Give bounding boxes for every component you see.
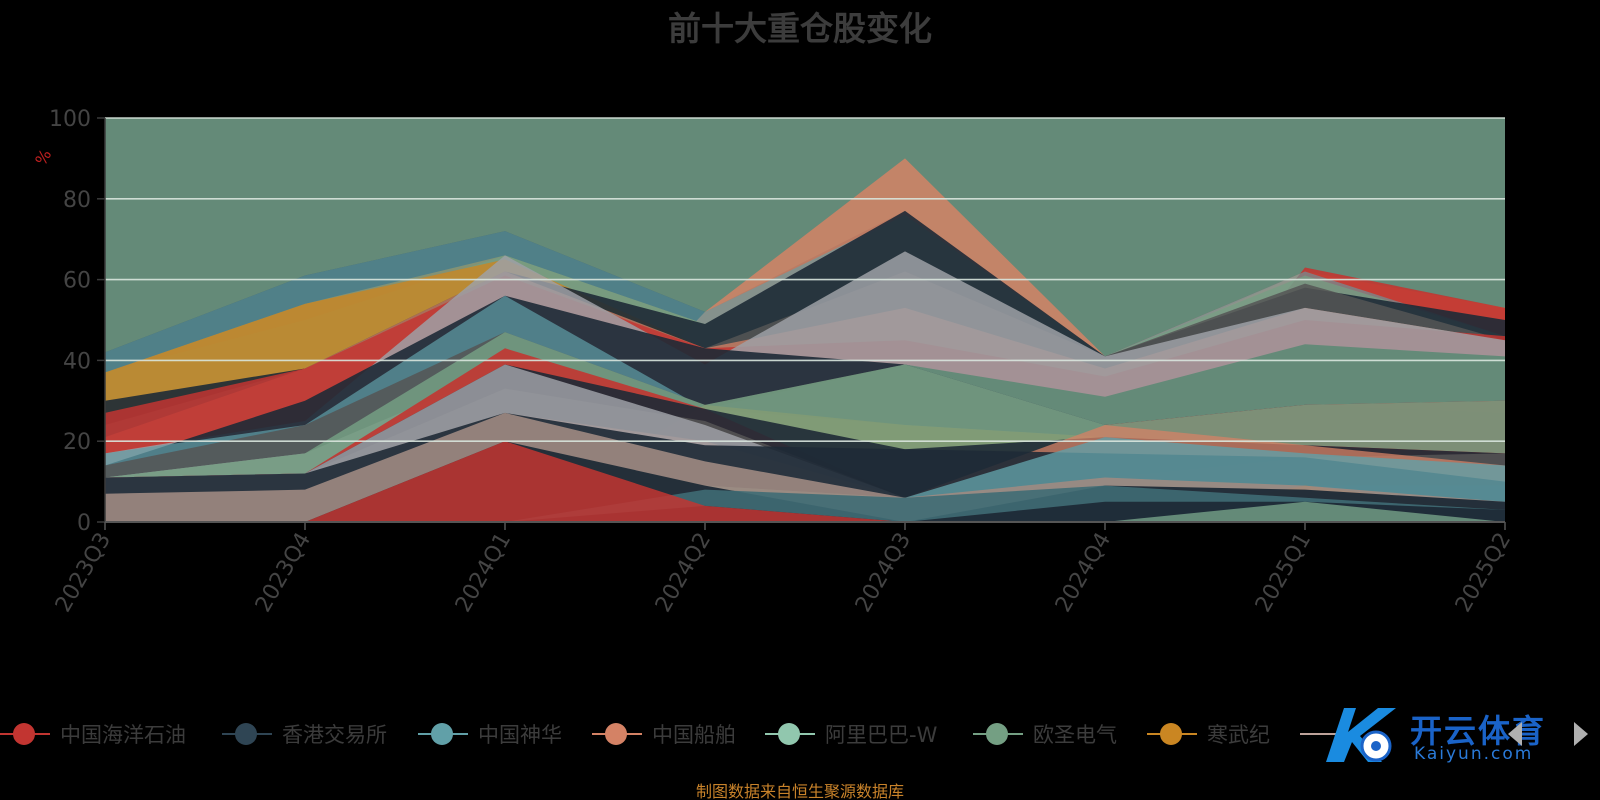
watermark-k-icon [1326, 708, 1396, 762]
legend-label: 寒武纪 [1207, 723, 1270, 747]
y-tick-label-40: 40 [63, 349, 91, 374]
legend-marker-icon [1300, 716, 1350, 752]
legend-item[interactable]: 欧圣电气 [973, 716, 1117, 752]
x-tick-label-2024Q4: 2024Q4 [1051, 529, 1116, 617]
y-tick-label-80: 80 [63, 188, 91, 213]
y-axis-label: % [31, 146, 55, 169]
x-tick-label-2025Q1: 2025Q1 [1251, 529, 1316, 617]
legend-label: 欧圣电气 [1033, 723, 1117, 747]
legend-marker-icon [418, 716, 468, 752]
legend-marker-icon [592, 716, 642, 752]
legend-marker-icon [222, 716, 272, 752]
y-tick-label-100: 100 [49, 107, 91, 132]
x-tick-label-2023Q4: 2023Q4 [251, 529, 316, 617]
y-tick-label-0: 0 [77, 511, 91, 536]
legend-item[interactable]: 中国海洋石油 [0, 716, 186, 752]
area-layer-34 [105, 441, 1505, 522]
legend-label: 中国船舶 [652, 723, 736, 747]
legend-marker-icon [973, 716, 1023, 752]
legend-item[interactable]: 阿里巴巴-W [765, 716, 937, 752]
watermark-logo: 开云体育 Kaiyun.com [1316, 700, 1600, 772]
legend-item[interactable]: 中国船舶 [592, 716, 736, 752]
legend-marker-icon [765, 716, 815, 752]
x-tick-label-2025Q2: 2025Q2 [1451, 529, 1516, 617]
x-tick-label-2024Q1: 2024Q1 [451, 529, 516, 617]
area-layer-33 [105, 501, 1505, 522]
chart-title: 前十大重仓股变化 [668, 9, 932, 48]
legend-prev-page-icon[interactable] [1508, 722, 1522, 746]
legend-item[interactable]: 中国神华 [418, 716, 562, 752]
legend-label: 中国神华 [478, 723, 562, 747]
y-tick-label-60: 60 [63, 269, 91, 294]
legend-next-page-icon[interactable] [1574, 722, 1588, 746]
x-tick-label-2024Q3: 2024Q3 [851, 529, 916, 617]
legend-item[interactable] [1300, 716, 1350, 752]
legend-label: 中国海洋石油 [60, 723, 186, 747]
y-tick-label-20: 20 [63, 430, 91, 455]
x-tick-label-2024Q2: 2024Q2 [651, 529, 716, 617]
x-tick-label-2023Q3: 2023Q3 [51, 529, 116, 617]
legend-item[interactable]: 香港交易所 [222, 716, 387, 752]
legend-label: 阿里巴巴-W [825, 723, 938, 747]
legend-item[interactable]: 寒武纪 [1147, 716, 1270, 752]
legend-label: 香港交易所 [282, 723, 387, 747]
legend-marker-icon [1147, 716, 1197, 752]
watermark-site: Kaiyun.com [1414, 744, 1534, 764]
legend-marker-icon [0, 716, 50, 752]
footer-note: 制图数据来自恒生聚源数据库 [695, 782, 904, 800]
